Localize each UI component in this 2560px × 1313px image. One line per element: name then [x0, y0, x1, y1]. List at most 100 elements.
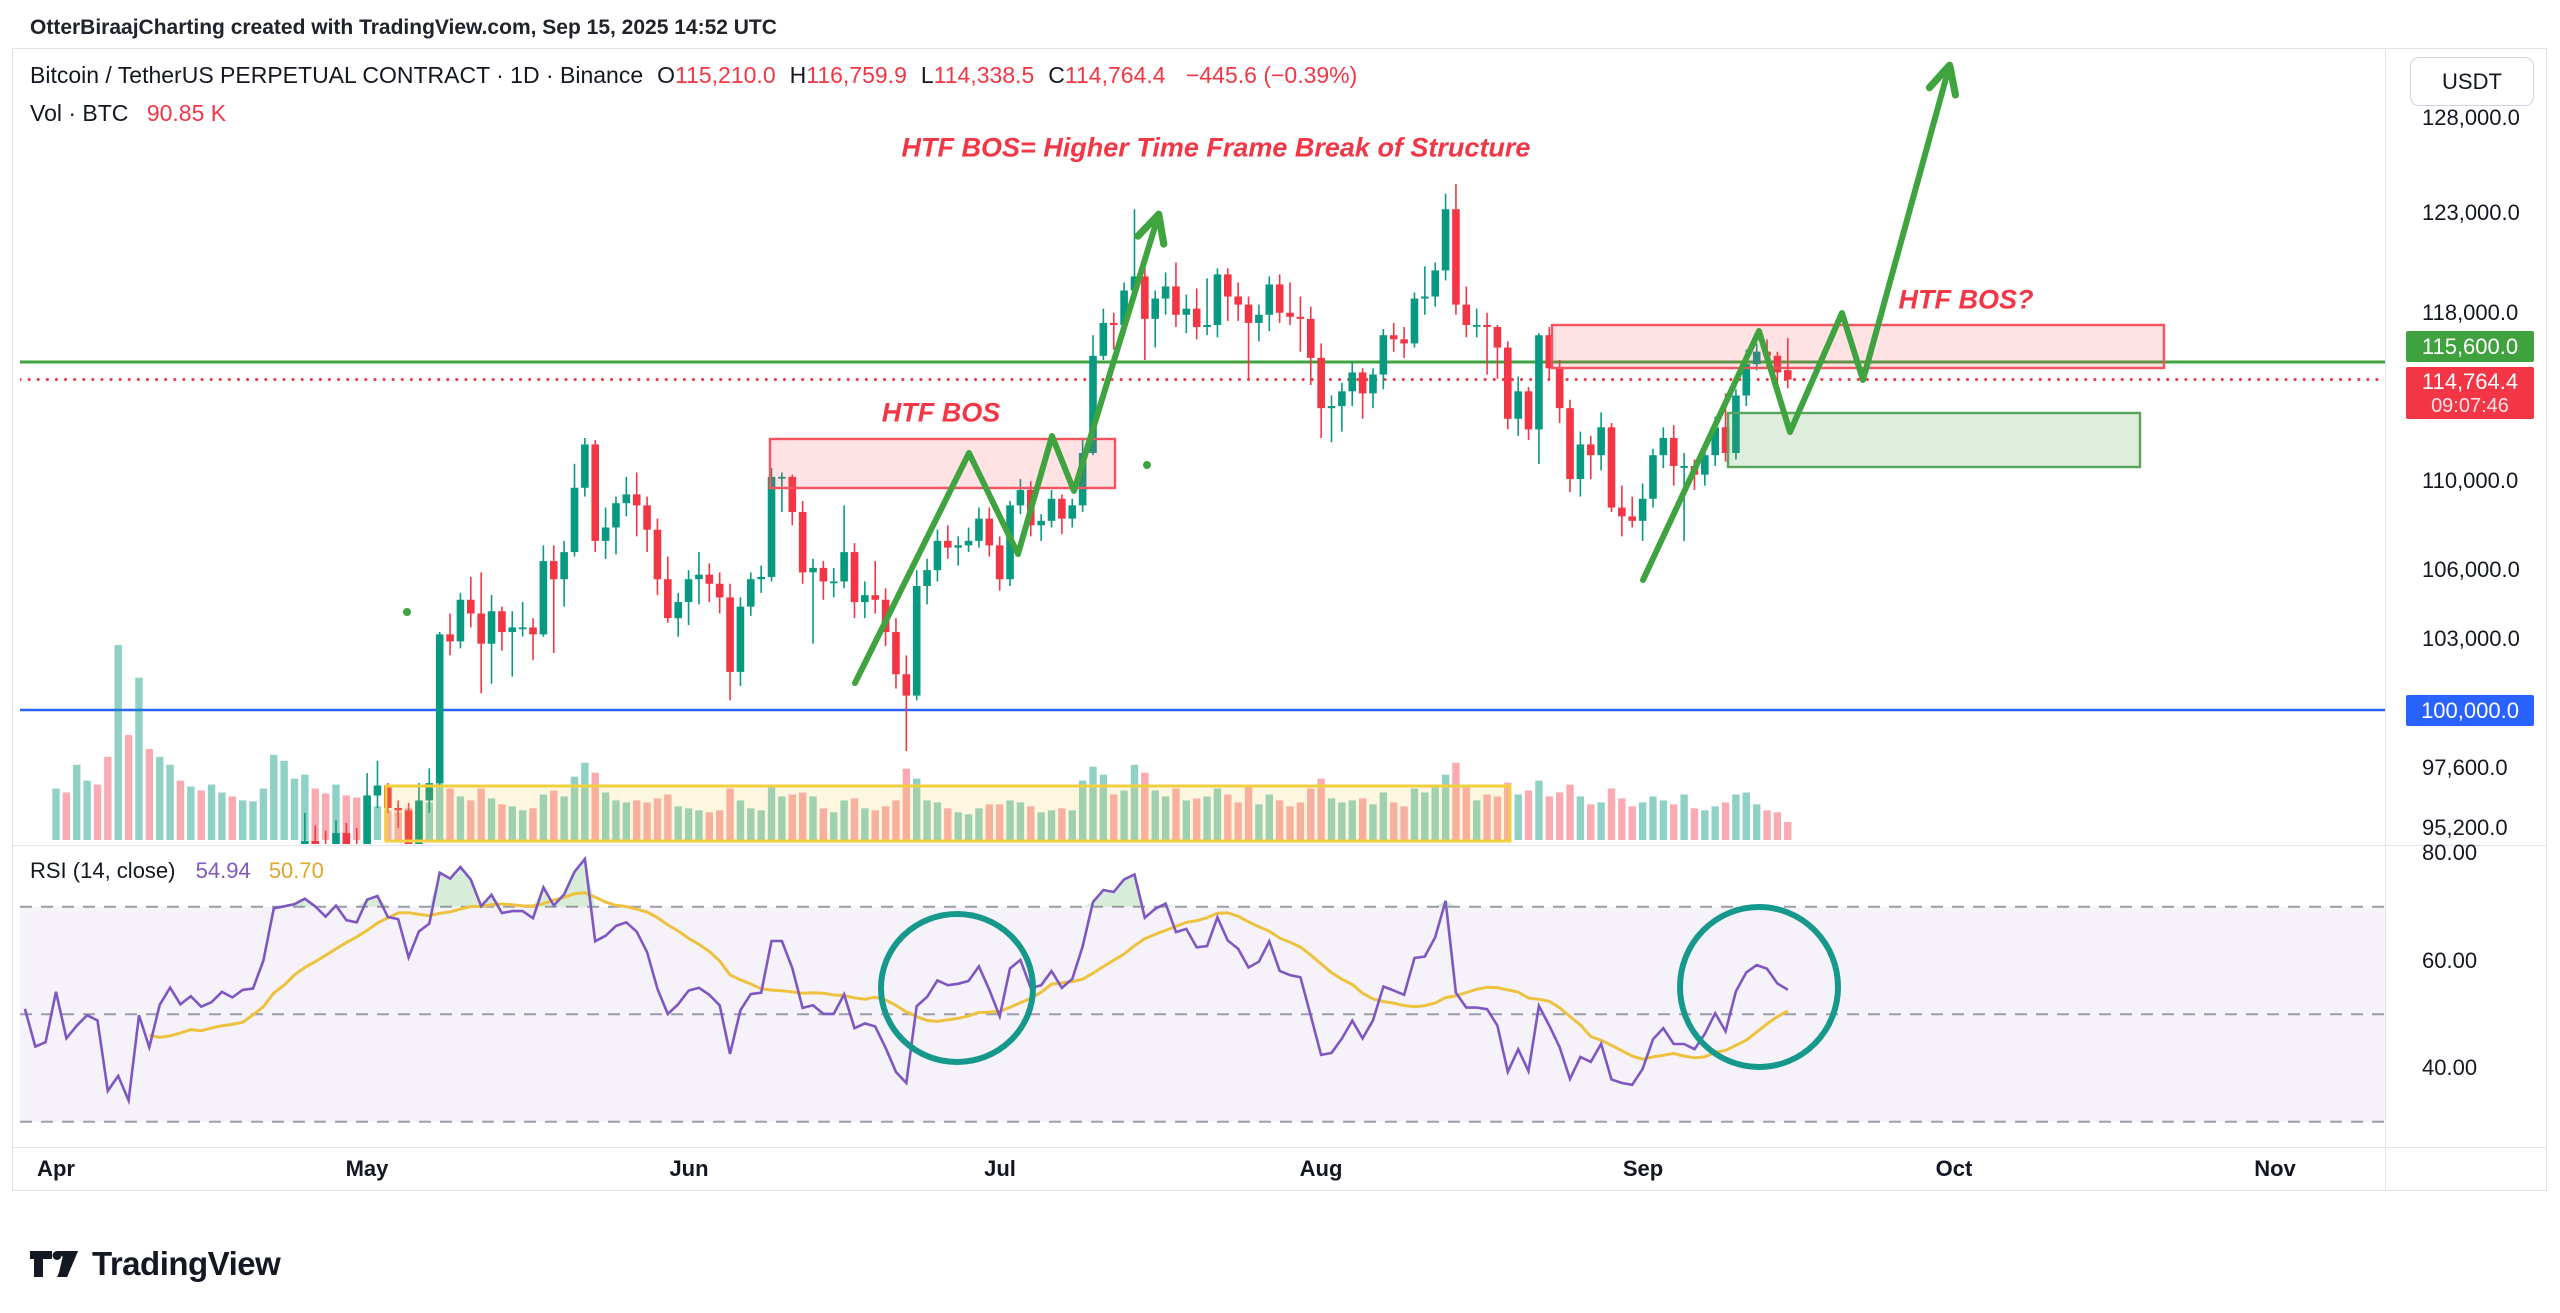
volume-bar: [1752, 804, 1761, 840]
candle-body: [560, 552, 568, 580]
volume-bar: [975, 808, 983, 840]
candle-body: [902, 674, 911, 696]
volume-bar: [166, 764, 174, 840]
last-price-label: 114,764.4 09:07:46: [2406, 367, 2534, 419]
candle-body: [1224, 274, 1232, 297]
candle-body: [861, 595, 869, 603]
candle-body: [156, 1146, 164, 1258]
candle-body: [1182, 308, 1191, 315]
annotation-text-0: HTF BOS= Higher Time Frame Break of Stru…: [901, 132, 1531, 163]
volume-bar: [674, 806, 682, 840]
trend-arrow: [852, 210, 1168, 686]
volume-bar: [1763, 810, 1771, 840]
candle-body: [581, 444, 589, 488]
candle-body: [1400, 339, 1408, 344]
volume-bar: [1182, 800, 1191, 840]
volume-bar: [73, 764, 81, 840]
candle-body: [1317, 357, 1325, 409]
candle-body: [1504, 347, 1512, 419]
tradingview-logo-icon: [30, 1251, 78, 1277]
volume-bar: [1742, 792, 1751, 840]
volume-bar: [767, 784, 776, 840]
volume-bar: [1431, 784, 1439, 840]
candle-body: [1037, 520, 1045, 526]
volume-bar: [1690, 808, 1699, 840]
ohlc-key-L: L: [920, 62, 934, 88]
currency-toggle-button[interactable]: USDT: [2410, 57, 2534, 106]
candle-body: [1078, 453, 1087, 506]
volume-bar: [1576, 796, 1585, 840]
volume-bar: [850, 798, 859, 840]
ohlc-value-H: 116,759.9: [806, 62, 907, 88]
candle-body: [985, 518, 994, 546]
volume-bar: [1369, 804, 1377, 840]
rsi-tick-60: 60.00: [2422, 948, 2478, 973]
candle-body: [601, 527, 610, 541]
volume-bar: [1514, 794, 1522, 840]
candle-body: [612, 503, 620, 528]
ohlc-key-H: H: [789, 62, 807, 88]
volume-bar: [1535, 780, 1543, 840]
volume-bar: [332, 784, 340, 840]
rsi-tick-40: 40.00: [2422, 1055, 2478, 1080]
bar-countdown: 09:07:46: [2431, 395, 2509, 417]
candle-body: [757, 576, 765, 580]
volume-bar: [913, 778, 921, 840]
volume-bar: [581, 762, 589, 840]
volume-bar: [104, 756, 112, 840]
candle-body: [1151, 298, 1160, 319]
candle-body: [549, 561, 558, 580]
candle-body: [1638, 498, 1647, 521]
volume-bar: [1016, 802, 1025, 840]
tradingview-logo[interactable]: TradingView: [28, 1244, 281, 1284]
time-axis-month-jul: Jul: [984, 1156, 1016, 1181]
candle-body: [819, 567, 828, 582]
volume-bar: [467, 800, 475, 840]
candle-body: [1441, 209, 1450, 271]
candle-body: [653, 529, 662, 580]
rsi-legend[interactable]: RSI (14, close) 54.94 50.70: [30, 858, 324, 884]
candle-body: [529, 627, 537, 635]
candle-body: [1286, 312, 1294, 317]
volume-bar: [684, 808, 693, 840]
volume-bar: [207, 784, 216, 840]
volume-legend[interactable]: Vol · BTC 90.85 K: [30, 100, 226, 127]
volume-bar: [840, 800, 848, 840]
candle-body: [487, 611, 496, 644]
level-price-label: 115,600.0: [2406, 331, 2534, 362]
candle-body: [1452, 209, 1460, 305]
candle-body: [1047, 498, 1056, 521]
snapshot-caption: OtterBiraajCharting created with Trading…: [30, 16, 777, 39]
volume-bar: [1338, 802, 1346, 840]
candle-body: [1369, 374, 1377, 394]
symbol-legend[interactable]: Bitcoin / TetherUS PERPETUAL CONTRACT · …: [30, 62, 1357, 89]
volume-bar: [664, 794, 672, 840]
volume-bar: [114, 645, 122, 840]
candle-body: [435, 634, 444, 784]
candle-body: [1721, 427, 1730, 454]
volume-bar: [1141, 772, 1149, 840]
volume-bar: [705, 812, 714, 840]
volume-bar: [342, 795, 351, 840]
volume-bar: [435, 754, 444, 840]
rsi-highlight-circle: [1677, 904, 1841, 1070]
candle-body: [1493, 327, 1502, 348]
volume-bar: [1670, 804, 1678, 840]
volume-bar: [964, 814, 973, 840]
volume-bar: [249, 801, 257, 840]
volume-bar: [539, 794, 548, 840]
volume-bar: [301, 774, 309, 840]
volume-bar: [83, 780, 91, 840]
volume-bar: [788, 794, 796, 840]
candle-body: [1172, 286, 1180, 315]
candle-body: [384, 785, 392, 808]
ohlc-value-L: 114,338.5: [933, 62, 1035, 88]
candle-body: [1773, 355, 1782, 373]
candle-body: [1669, 437, 1678, 467]
volume-bar: [902, 768, 911, 840]
ohlc-values: O115,210.0 H116,759.9 L114,338.5 C114,764.4: [643, 62, 1165, 88]
candle-body: [1213, 274, 1222, 325]
volume-bar: [653, 798, 662, 840]
candle-body: [767, 476, 776, 577]
